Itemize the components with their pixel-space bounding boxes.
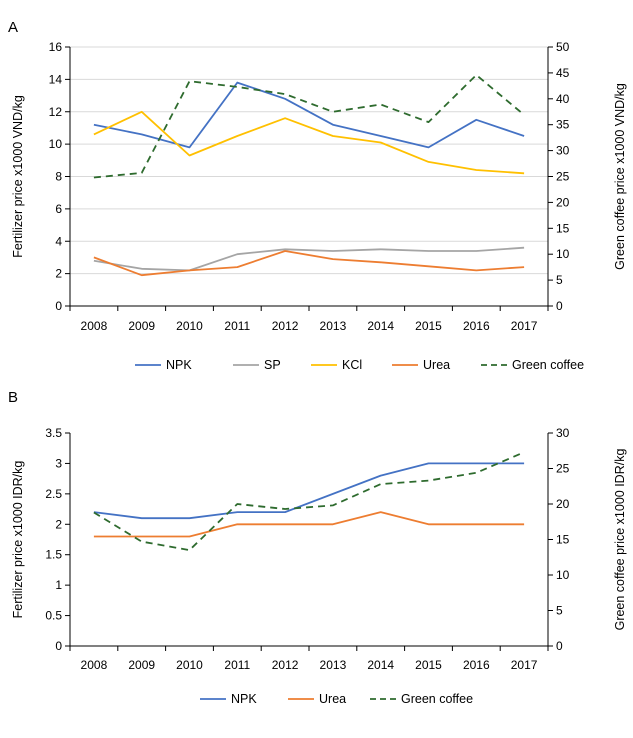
y-tick-label: 0 [55,299,62,313]
x-tick-label: 2009 [128,658,155,672]
legend-label: NPK [231,692,257,706]
x-tick-label: 2011 [224,319,250,333]
x-tick-label: 2010 [176,319,203,333]
y2-tick-label: 15 [556,533,570,547]
legend-label: SP [264,358,281,372]
x-tick-label: 2008 [81,658,108,672]
series-line-urea [93,511,525,538]
x-tick-label: 2012 [272,658,299,672]
y2-tick-label: 25 [556,170,570,184]
y-tick-label: 0.5 [45,609,62,623]
y2-tick-label: 50 [556,40,570,54]
series-line-sp [93,246,525,272]
y-tick-label: 1 [55,578,62,592]
y-tick-label: 3 [55,456,62,470]
y-axis-title: Fertilizer price x1000 IDR/kg [11,461,25,619]
legend-label: Urea [319,692,346,706]
x-tick-label: 2016 [463,658,490,672]
series-line-npk [93,81,525,149]
y-axis-title: Fertilizer price x1000 VND/kg [11,95,25,258]
panel-letter: B [8,389,18,406]
y-tick-label: 6 [55,202,62,216]
y2-tick-label: 20 [556,195,570,209]
legend-label: Green coffee [512,358,584,372]
y-tick-label: 0 [55,639,62,653]
panel-letter: A [8,19,18,36]
x-tick-label: 2017 [511,658,538,672]
y2-tick-label: 30 [556,426,570,440]
legend-label: NPK [166,358,192,372]
x-tick-label: 2014 [367,319,394,333]
y-tick-label: 14 [49,72,63,86]
x-tick-label: 2013 [320,319,347,333]
series-line-npk [93,462,525,520]
series-line-green-coffee [93,74,525,179]
y2-tick-label: 40 [556,92,570,106]
series-line-green-coffee [93,451,525,551]
series-line-kcl [93,110,525,175]
chart-panel-a: A 0 2 4 6 8 10 12 14 16 0 5 10 15 20 25 30 35 40 45 50 2008 20… [8,19,627,372]
y2-tick-label: 10 [556,247,570,261]
x-tick-label: 2010 [176,658,203,672]
y2-tick-label: 15 [556,221,570,235]
y2-tick-label: 0 [556,299,563,313]
y2-tick-label: 5 [556,273,563,287]
y2-tick-label: 20 [556,497,570,511]
y2-tick-label: 5 [556,604,563,618]
x-tick-label: 2016 [463,319,490,333]
x-tick-label: 2015 [415,319,442,333]
legend-label: Urea [423,358,450,372]
series-line-urea [93,250,525,277]
x-tick-label: 2013 [320,658,347,672]
y-tick-label: 12 [49,105,63,119]
x-tick-label: 2011 [224,658,250,672]
x-tick-label: 2012 [272,319,299,333]
y2-tick-label: 25 [556,462,570,476]
y-tick-label: 4 [55,234,62,248]
y2-tick-label: 30 [556,144,570,158]
y2-axis-title: Green coffee price x1000 VND/kg [613,83,627,270]
y-tick-label: 2 [55,267,62,281]
y-tick-label: 1.5 [45,548,62,562]
y2-axis-title: Green coffee price x1000 IDR/kg [613,449,627,631]
y2-tick-label: 10 [556,568,570,582]
chart-panel-b: B 0 0.5 1 1.5 2 2.5 3 3.5 0 5 10 15 20 25 30 2008 2009 201… [8,389,627,706]
y-tick-label: 2 [55,517,62,531]
y-tick-label: 2.5 [45,487,62,501]
x-tick-label: 2015 [415,658,442,672]
x-tick-label: 2014 [367,658,394,672]
y2-tick-label: 35 [556,118,570,132]
y2-tick-label: 45 [556,66,570,80]
x-tick-label: 2017 [511,319,538,333]
y-tick-label: 8 [55,170,62,184]
legend-label: KCl [342,358,362,372]
y-tick-label: 16 [49,40,63,54]
y-tick-label: 10 [49,137,63,151]
y2-tick-label: 0 [556,639,563,653]
y-tick-label: 3.5 [45,426,62,440]
legend-label: Green coffee [401,692,473,706]
x-tick-label: 2009 [128,319,155,333]
x-tick-label: 2008 [81,319,108,333]
